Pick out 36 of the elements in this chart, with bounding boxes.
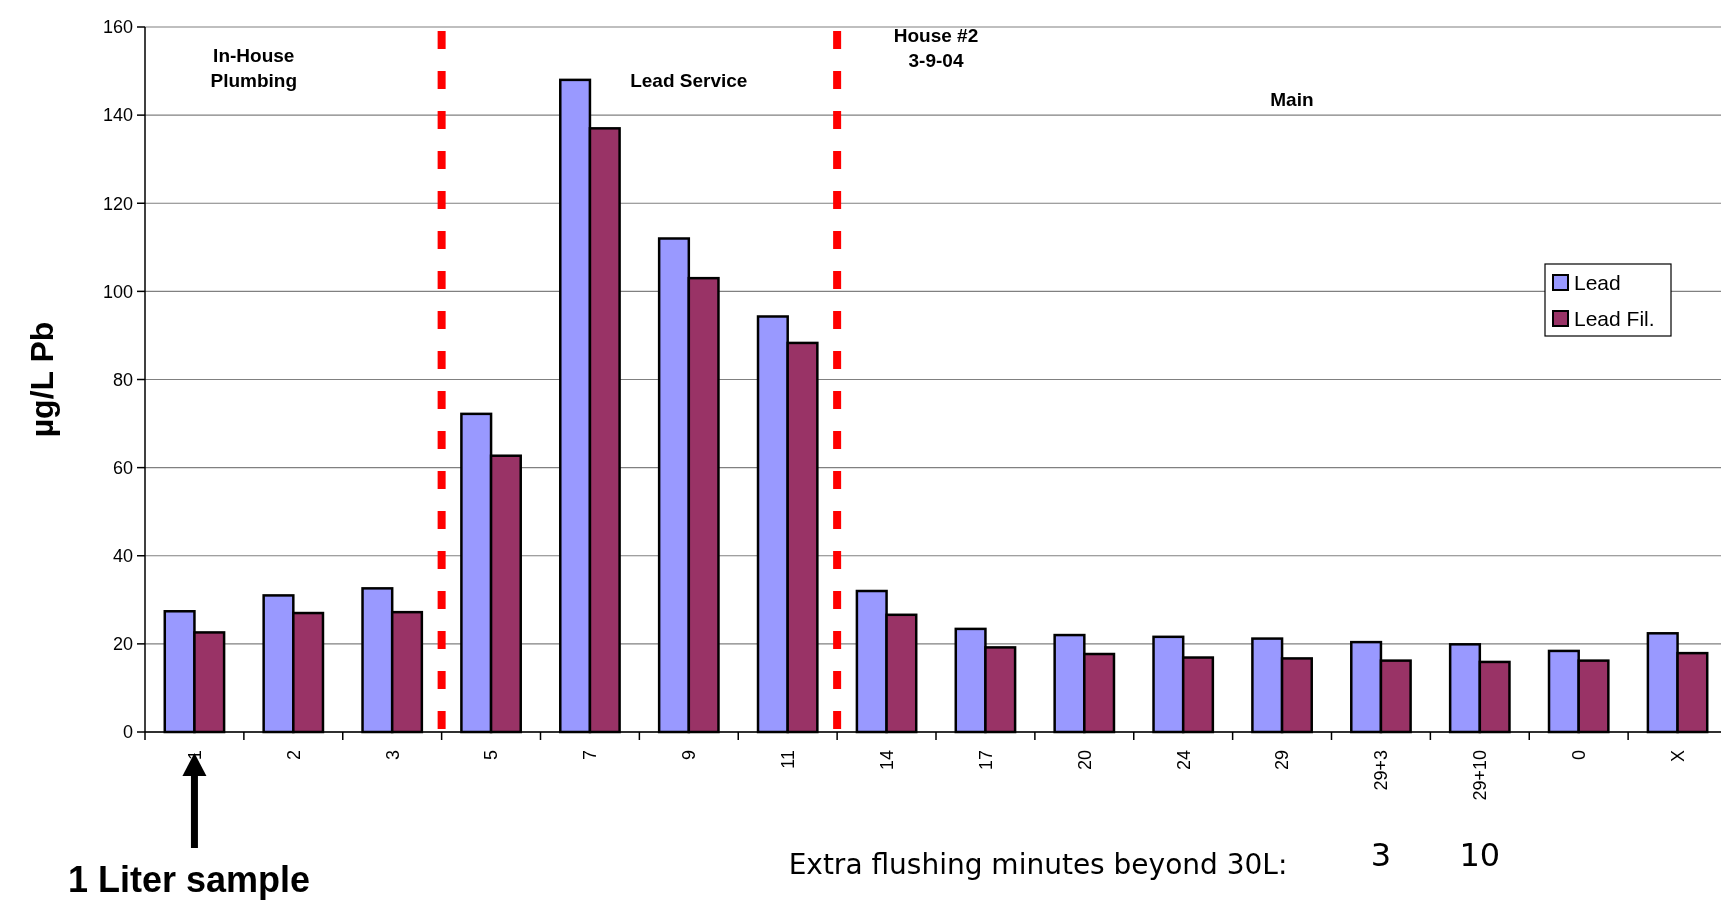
x-tick-label: 2 bbox=[283, 750, 304, 761]
x-tick-label: 14 bbox=[876, 750, 897, 771]
annotation: Main bbox=[1270, 89, 1314, 110]
x-tick-label: 9 bbox=[679, 750, 700, 761]
text: 3 bbox=[1370, 836, 1392, 874]
x-tick-label: 7 bbox=[580, 750, 601, 761]
annotation: Lead Service bbox=[630, 70, 748, 91]
y-tick-label: 120 bbox=[102, 193, 133, 214]
x-tick-label: 24 bbox=[1173, 750, 1194, 771]
x-tick-label: X bbox=[1667, 750, 1688, 763]
y-tick-label: 160 bbox=[102, 17, 133, 38]
x-tick-label: 0 bbox=[1568, 750, 1589, 761]
x-tick-label: 3 bbox=[382, 750, 403, 761]
y-tick-label: 140 bbox=[102, 105, 133, 126]
x-tick-label: 17 bbox=[975, 750, 996, 771]
text: Extra flushing minutes beyond 30L: bbox=[788, 848, 1288, 881]
x-tick-label: 1 bbox=[184, 750, 205, 761]
x-tick-label: 20 bbox=[1074, 750, 1095, 771]
annotation: House #2 3-9-04 bbox=[893, 25, 979, 71]
x-tick-label: 29+10 bbox=[1470, 750, 1491, 801]
y-tick-label: 20 bbox=[112, 634, 133, 655]
y-tick-label: 100 bbox=[102, 281, 133, 302]
y-tick-label: 0 bbox=[122, 722, 133, 743]
y-axis-title: µg/L Pb bbox=[24, 321, 60, 438]
x-tick-label: 11 bbox=[777, 750, 798, 769]
y-tick-label: 60 bbox=[112, 457, 133, 478]
text: 10 bbox=[1459, 836, 1501, 874]
legend-label: Lead Fil. bbox=[1574, 307, 1655, 331]
y-tick-label: 40 bbox=[112, 546, 133, 567]
y-tick-label: 80 bbox=[112, 369, 133, 390]
text: 1 Liter sample bbox=[68, 859, 311, 900]
x-tick-label: 29+3 bbox=[1371, 750, 1392, 791]
legend-label: Lead bbox=[1574, 271, 1621, 295]
x-tick-label: 5 bbox=[481, 750, 502, 761]
annotation: In-House Plumbing bbox=[210, 45, 298, 91]
x-tick-label: 29 bbox=[1272, 750, 1293, 771]
